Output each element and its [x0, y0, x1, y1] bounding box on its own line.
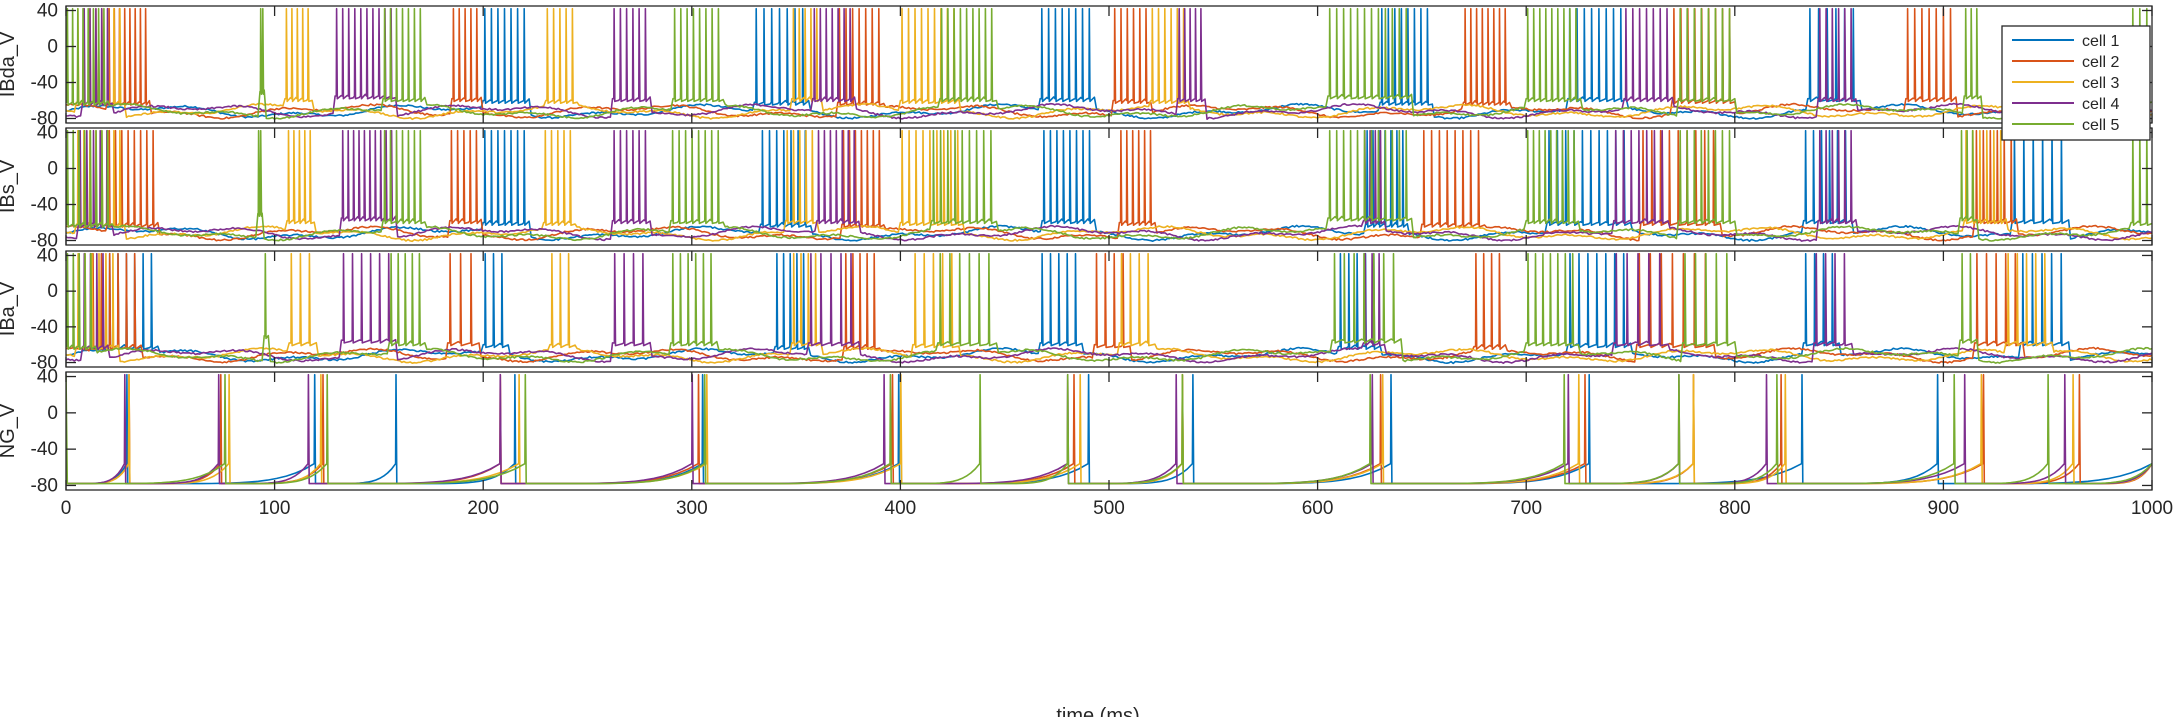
- y-axis-label-panel-3: IBa_V: [0, 281, 19, 336]
- panel-1-traces: [66, 7, 2152, 121]
- legend-entry-2: cell 2: [2082, 54, 2119, 71]
- y-tick-label: 40: [37, 245, 58, 266]
- x-tick-label: 100: [259, 498, 291, 519]
- series-2-cell-2: [66, 129, 2152, 242]
- y-tick-label: 0: [47, 403, 58, 424]
- legend-entry-4: cell 4: [2082, 96, 2119, 113]
- y-axis-label-panel-2: IBs_V: [0, 159, 19, 213]
- series-1-cell-3: [66, 7, 2152, 121]
- x-tick-label: 400: [885, 498, 917, 519]
- x-tick-label: 1000: [2131, 498, 2173, 519]
- legend-entry-5: cell 5: [2082, 117, 2119, 134]
- x-tick-label: 900: [1928, 498, 1960, 519]
- y-tick-label: -40: [31, 439, 58, 460]
- x-tick-label: 200: [467, 498, 499, 519]
- legend-entry-1: cell 1: [2082, 33, 2119, 50]
- y-tick-label: 0: [47, 37, 58, 58]
- y-tick-label: 40: [37, 367, 58, 388]
- y-tick-label: -40: [31, 195, 58, 216]
- panel-3-traces: [66, 252, 2152, 365]
- y-tick-label: -80: [31, 475, 58, 496]
- y-axis-label-panel-1: IBda_V: [0, 31, 19, 97]
- panel-4-traces: [66, 373, 2152, 485]
- y-tick-label: 0: [47, 159, 58, 180]
- legend-entry-3: cell 3: [2082, 75, 2119, 92]
- series-2-cell-5: [66, 129, 2152, 242]
- panel-2-traces: [66, 129, 2152, 243]
- y-tick-label: -80: [31, 109, 58, 130]
- y-tick-label: -40: [31, 73, 58, 94]
- series-1-cell-5: [66, 7, 2152, 120]
- x-tick-label: 800: [1719, 498, 1751, 519]
- y-tick-label: 40: [37, 123, 58, 144]
- series-1-cell-2: [66, 7, 2152, 120]
- series-3-cell-4: [66, 252, 2152, 364]
- x-tick-label: 700: [1510, 498, 1542, 519]
- series-2-cell-4: [66, 129, 2152, 242]
- x-tick-label: 300: [676, 498, 708, 519]
- y-tick-label: -40: [31, 317, 58, 338]
- x-axis-label: time (ms): [1056, 705, 1139, 717]
- series-1-cell-4: [66, 7, 2152, 120]
- series-3-cell-5: [66, 252, 2152, 364]
- x-tick-label: 600: [1302, 498, 1334, 519]
- y-tick-label: -80: [31, 231, 58, 252]
- y-axis-label-panel-4: NG_V: [0, 403, 19, 458]
- series-3-cell-2: [66, 252, 2152, 364]
- y-tick-label: 40: [37, 1, 58, 22]
- x-tick-label: 0: [61, 498, 72, 519]
- series-4-cell-5: [66, 373, 2152, 485]
- x-tick-label: 500: [1093, 498, 1125, 519]
- y-tick-label: -80: [31, 353, 58, 374]
- y-tick-label: 0: [47, 281, 58, 302]
